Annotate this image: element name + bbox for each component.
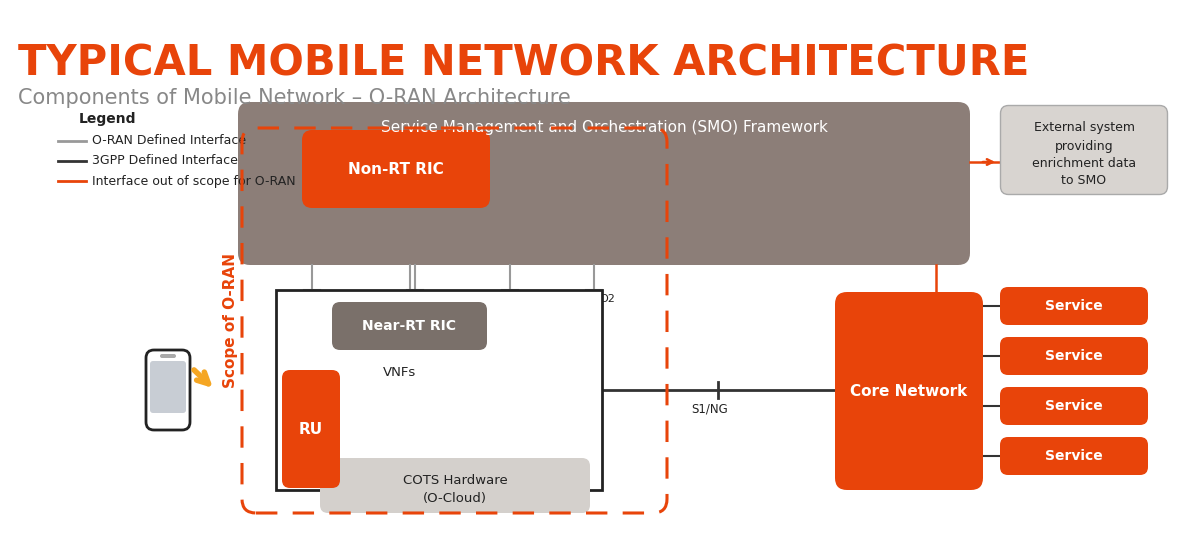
Text: Near-RT RIC: Near-RT RIC: [362, 319, 456, 333]
FancyBboxPatch shape: [160, 354, 176, 358]
Text: Components of Mobile Network – O-RAN Architecture: Components of Mobile Network – O-RAN Arc…: [18, 88, 571, 108]
FancyBboxPatch shape: [282, 370, 340, 488]
FancyBboxPatch shape: [150, 361, 186, 413]
FancyBboxPatch shape: [320, 458, 590, 513]
Text: Service Management and Orchestration (SMO) Framework: Service Management and Orchestration (SM…: [380, 120, 828, 135]
Text: TYPICAL MOBILE NETWORK ARCHITECTURE: TYPICAL MOBILE NETWORK ARCHITECTURE: [18, 42, 1030, 84]
Text: Service: Service: [1045, 449, 1103, 463]
Text: providing: providing: [1055, 140, 1114, 153]
Text: Service: Service: [1045, 299, 1103, 313]
FancyBboxPatch shape: [1000, 437, 1148, 475]
FancyBboxPatch shape: [1000, 337, 1148, 375]
FancyBboxPatch shape: [238, 102, 970, 265]
FancyBboxPatch shape: [1000, 287, 1148, 325]
Text: Scope of O-RAN: Scope of O-RAN: [222, 253, 238, 388]
FancyBboxPatch shape: [1000, 387, 1148, 425]
FancyBboxPatch shape: [276, 290, 602, 490]
Text: Legend: Legend: [79, 112, 137, 126]
FancyBboxPatch shape: [1001, 106, 1168, 195]
Text: VNFs: VNFs: [383, 366, 416, 379]
Text: O-RAN Defined Interface: O-RAN Defined Interface: [92, 134, 246, 147]
Text: O2: O2: [599, 294, 614, 304]
Text: 3GPP Defined Interface: 3GPP Defined Interface: [92, 154, 238, 168]
FancyBboxPatch shape: [835, 292, 983, 490]
Text: Open
Fronthaul
M-Plane: Open Fronthaul M-Plane: [317, 294, 370, 327]
Text: S1/NG: S1/NG: [691, 402, 728, 415]
Text: (O-Cloud): (O-Cloud): [424, 492, 487, 505]
FancyBboxPatch shape: [302, 130, 490, 208]
Text: A1: A1: [420, 294, 434, 304]
FancyBboxPatch shape: [332, 302, 487, 350]
Text: COTS Hardware: COTS Hardware: [403, 474, 508, 487]
Text: O1: O1: [515, 294, 530, 304]
FancyBboxPatch shape: [146, 350, 190, 430]
Text: to SMO: to SMO: [1062, 174, 1106, 187]
Text: Core Network: Core Network: [851, 384, 967, 399]
Text: External system: External system: [1033, 121, 1134, 134]
Text: Interface out of scope for O-RAN: Interface out of scope for O-RAN: [92, 175, 295, 188]
Text: RU: RU: [299, 422, 323, 436]
Text: enrichment data: enrichment data: [1032, 157, 1136, 170]
Text: Service: Service: [1045, 349, 1103, 363]
Text: Service: Service: [1045, 399, 1103, 413]
Text: Non-RT RIC: Non-RT RIC: [348, 162, 444, 176]
